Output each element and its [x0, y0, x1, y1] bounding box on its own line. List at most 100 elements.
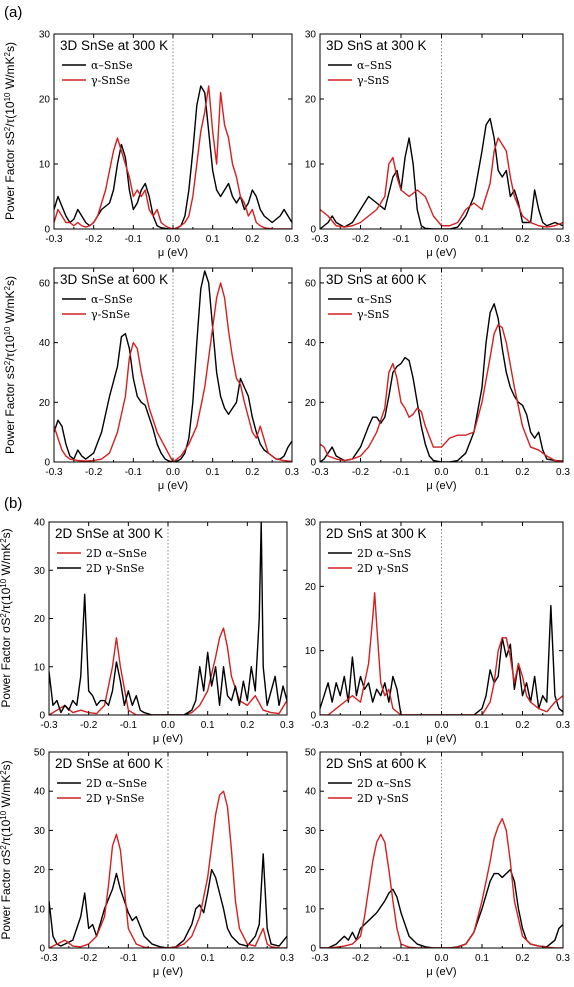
series-line-0: [320, 303, 563, 462]
series-line-0: [54, 270, 292, 462]
series-line-1: [49, 522, 287, 715]
x-tick-label: 0.1: [475, 953, 489, 964]
series-group: [54, 270, 292, 462]
y-tick-label: 0: [310, 458, 316, 469]
x-tick-label: -0.1: [125, 234, 143, 245]
x-tick-label: -0.1: [392, 467, 410, 478]
y-tick-label: 20: [34, 865, 46, 876]
x-tick-label: 0.2: [245, 234, 259, 245]
y-tick-label: 10: [305, 160, 317, 171]
x-tick-label: 0.1: [475, 467, 489, 478]
legend-label: γ-SnSe: [91, 308, 130, 321]
y-axis-label-part: 2: [0, 845, 8, 850]
y-tick-label: 40: [305, 787, 317, 798]
x-tick-label: 0.0: [435, 720, 449, 731]
legend-label: 2D α–SnS: [357, 547, 411, 560]
y-axis-label-part: 2: [3, 51, 12, 56]
x-tick-label: -0.2: [85, 467, 103, 478]
x-tick-label: -0.2: [352, 953, 370, 964]
y-axis-label-part: /τ(10: [3, 335, 17, 361]
y-axis-label-0: Power Factor sS2/τ(1010 W/mK2s): [3, 42, 17, 220]
y-axis-label-part: /τ(10: [0, 587, 13, 613]
panel-title: 2D SnSe at 600 K: [55, 756, 163, 771]
x-axis-label: μ (eV): [153, 733, 183, 745]
series-line-0: [320, 117, 563, 229]
y-tick-label: 0: [44, 458, 50, 469]
series-line-0: [320, 604, 563, 715]
y-axis-label-part: W/mK: [0, 543, 13, 579]
x-tick-label: -0.3: [311, 467, 329, 478]
y-tick-label: 50: [34, 748, 46, 759]
y-tick-label: 30: [34, 826, 46, 837]
y-tick-label: 20: [305, 865, 317, 876]
x-tick-label: -0.3: [311, 953, 329, 964]
y-axis-label-part: 2: [0, 538, 8, 543]
panel-7: -0.3 -0.2 -0.1 0.0 0.1 0.2 0.3 0 10 20 30 40 50 μ (eV…: [305, 748, 571, 979]
y-tick-label: 20: [305, 398, 317, 409]
x-tick-label: 0.3: [280, 720, 294, 731]
x-axis-label: μ (eV): [426, 247, 456, 259]
y-axis-label-part: Power Factor σS: [0, 850, 13, 940]
y-tick-label: 20: [305, 95, 317, 106]
x-tick-label: -0.1: [392, 720, 410, 731]
legend-label: γ-SnS: [357, 308, 389, 321]
y-tick-label: 30: [39, 30, 51, 41]
legend-label: 2D γ-SnSe: [86, 792, 144, 805]
y-axis-label-part: s): [3, 276, 17, 286]
legend-label: 2D α–SnS: [357, 777, 411, 790]
y-axis-label-part: Power Factor σS: [0, 618, 13, 708]
series-line-1: [49, 790, 287, 948]
y-tick-label: 10: [39, 160, 51, 171]
y-tick-label: 20: [39, 95, 51, 106]
x-tick-label: -0.1: [120, 720, 138, 731]
x-tick-label: 0.0: [161, 720, 175, 731]
chart-panels: -0.3 -0.2 -0.1 0.0 0.1 0.2 0.3 0 10 20 30 μ (eV) 3D …: [34, 30, 571, 979]
x-tick-label: -0.1: [392, 953, 410, 964]
y-axis-label-2: Power Factor σS2/τ(1010 W/mK2s): [0, 528, 13, 707]
x-axis-label: μ (eV): [158, 247, 188, 259]
legend-label: 2D γ-SnS: [357, 792, 409, 805]
panel-title: 3D SnS at 600 K: [326, 272, 427, 287]
legend-label: α–SnS: [357, 59, 392, 72]
series-line-1: [320, 592, 563, 715]
panel-title: 3D SnS at 300 K: [326, 38, 427, 53]
x-tick-label: 0.3: [556, 720, 570, 731]
x-tick-label: 0.1: [475, 234, 489, 245]
legend-label: γ-SnS: [357, 74, 389, 87]
x-tick-label: 0.0: [161, 953, 175, 964]
legend-label: 2D γ-SnS: [357, 562, 409, 575]
x-tick-label: -0.3: [45, 234, 63, 245]
section-label-a: (a): [4, 4, 22, 21]
legend-label: 2D α–SnSe: [86, 777, 147, 790]
x-tick-label: -0.2: [85, 234, 103, 245]
y-axis-label-part: 2: [3, 285, 12, 290]
y-axis-label-part: W/mK: [3, 56, 17, 92]
x-tick-label: 0.3: [285, 234, 299, 245]
panel-title: 3D SnSe at 300 K: [60, 38, 168, 53]
y-axis-label-part: 2: [0, 613, 8, 618]
x-tick-label: 0.0: [435, 467, 449, 478]
y-axis-label-part: 2: [3, 360, 12, 365]
x-tick-label: 0.2: [245, 467, 259, 478]
section-label-b: (b): [4, 495, 22, 512]
x-tick-label: -0.1: [392, 234, 410, 245]
series-group: [49, 790, 287, 948]
legend-label: α–SnS: [357, 293, 392, 306]
y-axis-label-1: Power Factor sS2/τ(1010 W/mK2s): [3, 276, 17, 454]
x-tick-label: -0.3: [40, 953, 58, 964]
y-tick-label: 0: [310, 944, 316, 955]
x-axis-label: μ (eV): [426, 733, 456, 745]
y-axis-labels: Power Factor sS2/τ(1010 W/mK2s) Power Fac…: [0, 42, 17, 940]
y-axis-label-3: Power Factor σS2/τ(1010 W/mK2s): [0, 760, 13, 939]
y-tick-label: 30: [34, 566, 46, 577]
y-tick-label: 20: [305, 582, 317, 593]
panel-2: -0.3 -0.2 -0.1 0.0 0.1 0.2 0.3 0 20 40 60 μ (eV) 3D …: [39, 267, 299, 492]
y-axis-label-part: 10: [3, 326, 12, 335]
series-line-0: [49, 853, 287, 948]
legend-label: 2D α–SnSe: [86, 547, 147, 560]
y-axis-label-part: 2: [3, 126, 12, 131]
y-tick-label: 0: [310, 711, 316, 722]
panel-0: -0.3 -0.2 -0.1 0.0 0.1 0.2 0.3 0 10 20 30 μ (eV) 3D …: [39, 30, 300, 260]
x-tick-label: 0.1: [201, 953, 215, 964]
y-axis-label-part: s): [0, 528, 13, 538]
